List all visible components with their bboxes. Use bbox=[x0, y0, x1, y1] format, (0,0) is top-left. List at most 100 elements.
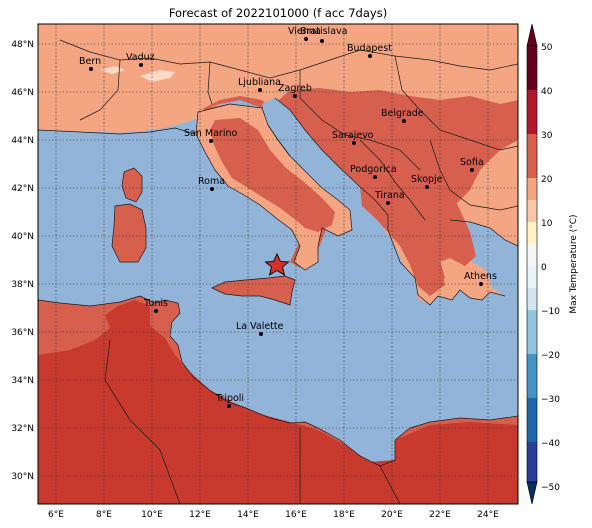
colorbar-tick: −20 bbox=[541, 351, 560, 361]
colorbar-tick: 0 bbox=[541, 263, 547, 273]
colorbar-swatch bbox=[527, 288, 537, 310]
city-dot bbox=[258, 88, 262, 92]
colorbar-swatch bbox=[527, 222, 537, 244]
lat-tick-labels: 48°N 46°N 44°N 42°N 40°N 38°N 36°N 34°N … bbox=[11, 40, 34, 482]
city-dot bbox=[209, 139, 213, 143]
colorbar-swatch bbox=[527, 310, 537, 354]
colorbar-swatch bbox=[527, 244, 537, 266]
target-star-icon bbox=[264, 252, 290, 276]
lon-label: 10°E bbox=[141, 510, 163, 520]
city-label: San Marino bbox=[184, 128, 237, 139]
city-label: Budapest bbox=[347, 43, 392, 54]
adriatic-sea bbox=[262, 98, 388, 230]
alps-cool-patch-2 bbox=[100, 66, 125, 74]
city-label: Belgrade bbox=[381, 108, 424, 119]
borders bbox=[38, 39, 518, 504]
lon-label: 14°E bbox=[237, 510, 259, 520]
colorbar-swatch bbox=[527, 266, 537, 288]
alps-cool-patch bbox=[140, 70, 175, 82]
city-label: Vaduz bbox=[126, 52, 155, 63]
city-dot bbox=[259, 332, 263, 336]
lon-label: 12°E bbox=[189, 510, 211, 520]
lon-label: 16°E bbox=[285, 510, 307, 520]
map-title: Forecast of 2022101000 (f acc 7days) bbox=[168, 6, 388, 20]
city-label: Ljubliana bbox=[238, 77, 281, 88]
city-dot bbox=[470, 168, 474, 172]
africa-hot-zone bbox=[38, 300, 518, 504]
city-dot bbox=[139, 63, 143, 67]
colorbar-swatch bbox=[527, 354, 537, 398]
city-label: Sarajevo bbox=[332, 130, 374, 141]
city-label: Zagreb bbox=[278, 83, 312, 94]
colorbar-tick: 50 bbox=[541, 43, 553, 53]
lon-label: 18°E bbox=[333, 510, 355, 520]
lat-label: 44°N bbox=[11, 136, 34, 146]
colorbar-swatch bbox=[527, 442, 537, 482]
lon-label: 8°E bbox=[96, 510, 112, 520]
colorbar-swatch bbox=[527, 398, 537, 442]
plot-frame bbox=[37, 23, 519, 505]
city-label: Sofia bbox=[460, 157, 484, 168]
city-dot bbox=[210, 187, 214, 191]
colorbar-tick: −40 bbox=[541, 439, 560, 449]
colorbar-tick: 40 bbox=[541, 87, 553, 97]
city-dot bbox=[89, 67, 93, 71]
city-label: Tirana bbox=[374, 190, 405, 201]
colorbar-min-arrow bbox=[526, 481, 538, 505]
city-label: Tunis bbox=[143, 298, 168, 309]
city-label: La Valette bbox=[236, 321, 284, 332]
colorbar-max-arrow bbox=[526, 23, 538, 47]
lon-label: 24°E bbox=[477, 510, 499, 520]
colorbar-tick: −50 bbox=[541, 483, 560, 493]
lat-label: 42°N bbox=[11, 184, 34, 194]
city-label: Roma bbox=[198, 176, 225, 187]
graticule bbox=[38, 24, 518, 504]
lon-tick-labels: 6°E 8°E 10°E 12°E 14°E 16°E 18°E 20°E 22… bbox=[48, 510, 499, 520]
colorbar-tick: 30 bbox=[541, 131, 553, 141]
lon-label: 6°E bbox=[48, 510, 64, 520]
sicily-land bbox=[212, 276, 295, 305]
city-label: Skopje bbox=[411, 174, 443, 185]
city-label: Vienna bbox=[288, 26, 321, 37]
lat-label: 40°N bbox=[11, 232, 34, 242]
city-dot bbox=[320, 39, 324, 43]
city-dot bbox=[425, 185, 429, 189]
lat-label: 38°N bbox=[11, 280, 34, 290]
corsica-land bbox=[122, 168, 142, 202]
city-label: Tripoli bbox=[215, 393, 244, 404]
city-dot bbox=[293, 94, 297, 98]
city-label: Podgorica bbox=[350, 164, 397, 175]
city-dot bbox=[479, 282, 483, 286]
lon-label: 20°E bbox=[381, 510, 403, 520]
colorbar-swatch bbox=[527, 134, 537, 178]
city-label: Bratislava bbox=[300, 26, 347, 37]
city-dot bbox=[402, 119, 406, 123]
lon-label: 22°E bbox=[429, 510, 451, 520]
colorbar-tick: −30 bbox=[541, 395, 560, 405]
lat-label: 48°N bbox=[11, 40, 34, 50]
city-dot bbox=[373, 175, 377, 179]
city-label: Athens bbox=[464, 271, 497, 282]
lat-label: 46°N bbox=[11, 88, 34, 98]
city-dot bbox=[352, 141, 356, 145]
colorbar-swatch bbox=[527, 90, 537, 134]
colorbar-swatch bbox=[527, 178, 537, 200]
lat-label: 36°N bbox=[11, 328, 34, 338]
colorbar-tick: 20 bbox=[541, 175, 553, 185]
lat-label: 32°N bbox=[11, 424, 34, 434]
city-dot bbox=[386, 201, 390, 205]
colorbar-swatch bbox=[527, 46, 537, 90]
colorbar-frame bbox=[526, 45, 538, 483]
lat-label: 34°N bbox=[11, 376, 34, 386]
colorbar-tick: 10 bbox=[541, 219, 553, 229]
city-dot bbox=[304, 37, 308, 41]
city-markers: Bern Vaduz Ljubliana Zagreb Vienna Brati… bbox=[79, 26, 497, 408]
sardinia-land bbox=[112, 204, 146, 262]
city-dot bbox=[368, 54, 372, 58]
colorbar-swatch bbox=[527, 200, 537, 222]
city-label: Bern bbox=[79, 56, 101, 67]
colorbar: 50 40 30 20 10 0 −10 −20 −30 −40 −50 Max… bbox=[526, 23, 579, 505]
italy-inner-hot bbox=[210, 118, 335, 232]
city-dot bbox=[227, 404, 231, 408]
